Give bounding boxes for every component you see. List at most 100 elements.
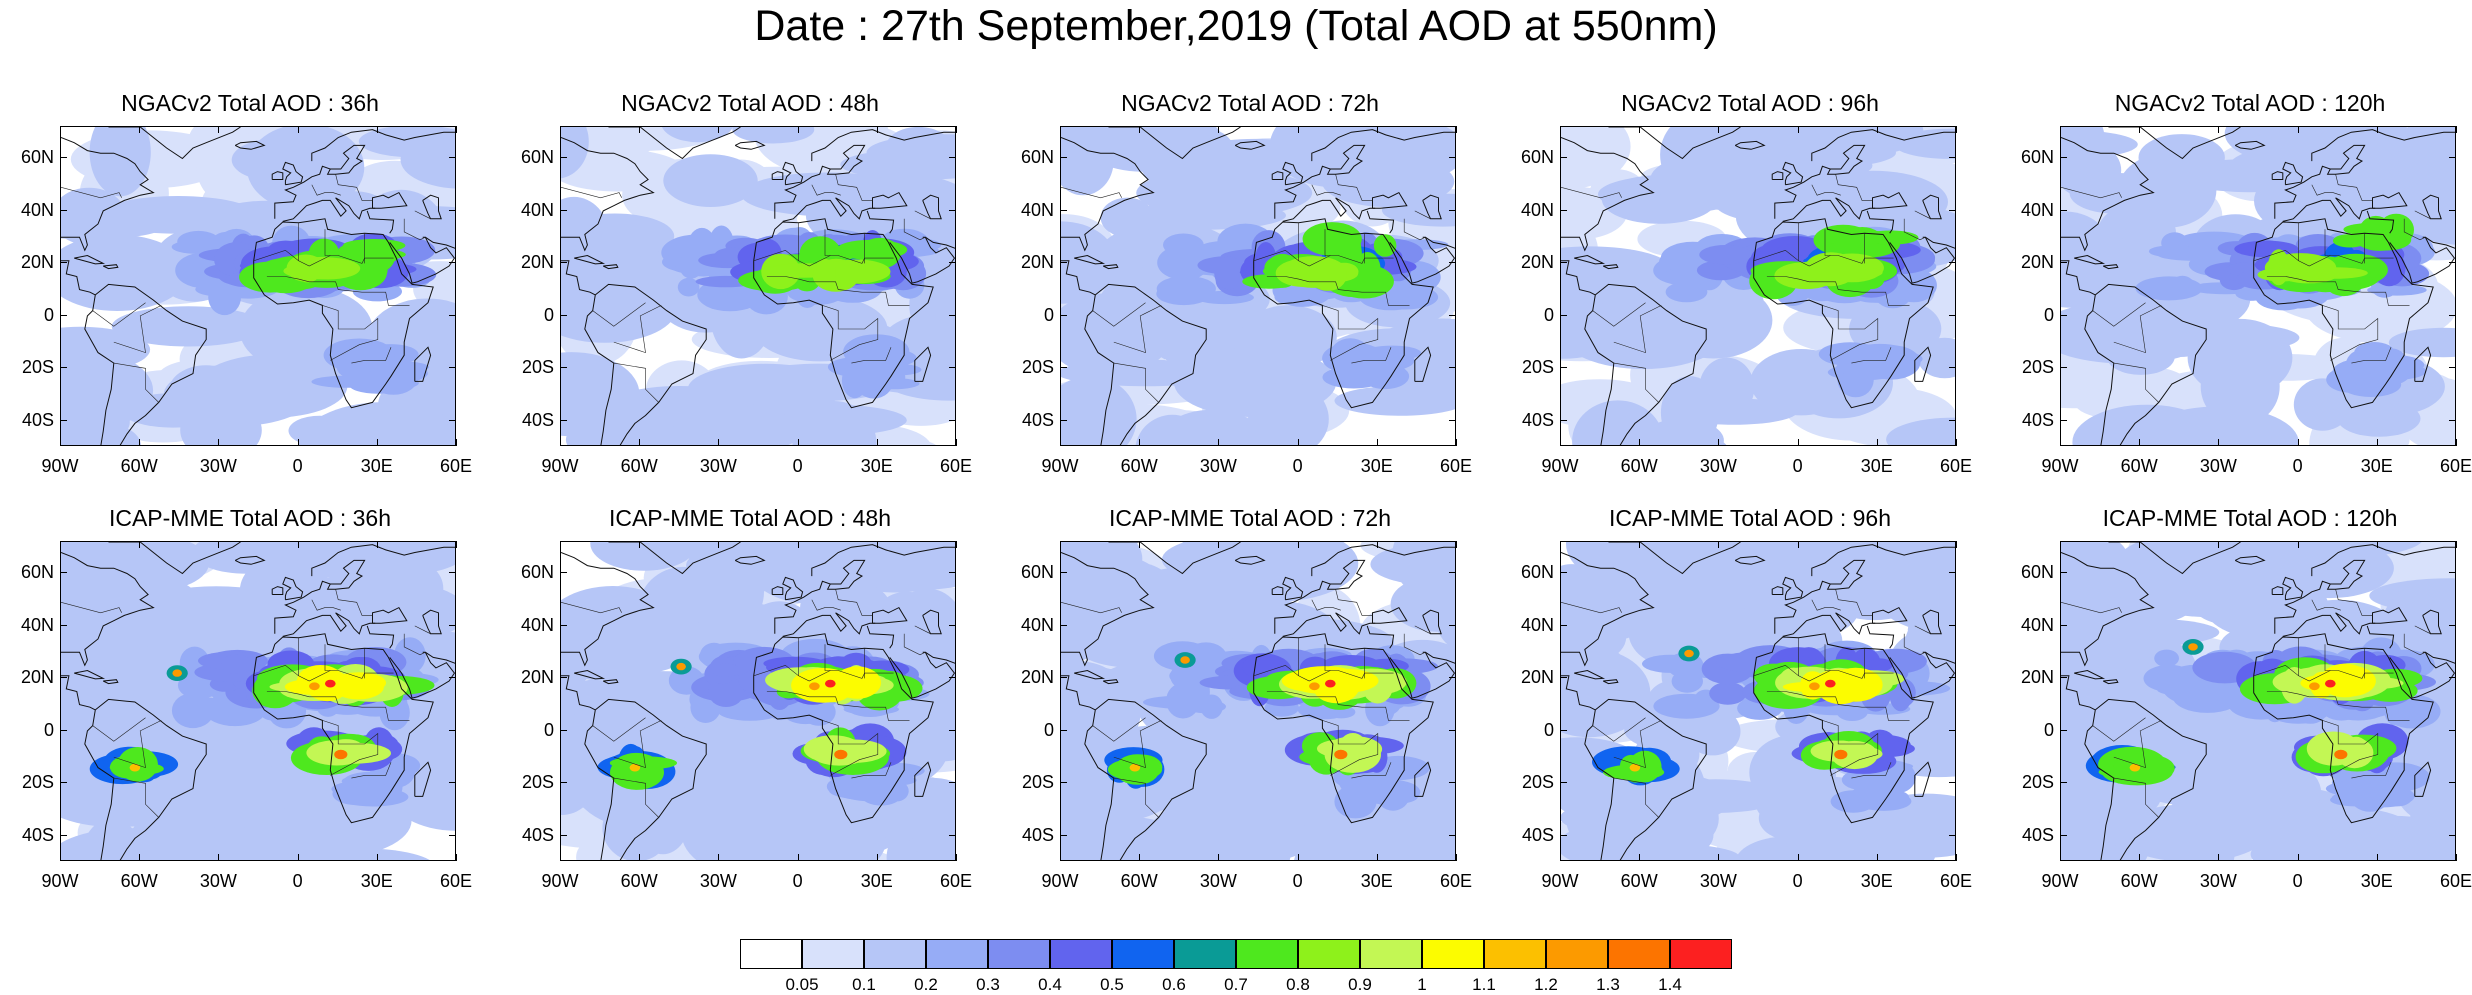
- lat-tick: [949, 157, 956, 159]
- lon-tick: [2060, 541, 2061, 548]
- lon-tick: [60, 541, 61, 548]
- lat-tick-label: 0: [43, 719, 54, 740]
- aod-contour: [787, 285, 825, 302]
- lon-tick: [60, 854, 61, 861]
- country-border: [1324, 229, 1331, 256]
- coastline: [1925, 236, 1955, 249]
- aod-contour: [2293, 698, 2327, 724]
- lat-tick-label: 60N: [1020, 562, 1054, 583]
- lon-tick-label: 30E: [860, 871, 893, 891]
- country-border: [113, 362, 159, 403]
- country-border: [403, 633, 426, 656]
- lon-tick: [1376, 541, 1378, 548]
- map-panel: ICAP-MME Total AOD : 48h 60N 40N 20N 0 20S 40S…: [500, 505, 1000, 905]
- map-panel: ICAP-MME Total AOD : 36h 60N 40N 20N 0 20S 40S…: [0, 505, 500, 905]
- aod-contour: [2332, 359, 2388, 384]
- lon-tick: [639, 126, 641, 133]
- lon-tick: [2297, 439, 2299, 446]
- lon-tick: [376, 439, 378, 446]
- coastline: [1602, 679, 1619, 685]
- lon-tick: [1560, 126, 1561, 133]
- lon-tick-label: 60E: [1439, 456, 1473, 476]
- coastline: [414, 761, 432, 797]
- aod-contour: [573, 722, 700, 751]
- lat-tick: [449, 624, 456, 626]
- lat-tick: [949, 624, 956, 626]
- lat-tick-label: 0: [43, 304, 54, 325]
- lat-tick: [949, 314, 956, 316]
- lon-tick-label: 60W: [2120, 456, 2158, 476]
- aod-contour: [711, 663, 741, 677]
- lat-tick-label: 40S: [21, 824, 54, 845]
- lon-tick: [139, 854, 141, 861]
- lon-tick: [1718, 439, 1720, 446]
- coastline: [1366, 625, 1395, 649]
- coastline: [753, 633, 934, 824]
- lon-tick: [1139, 126, 1141, 133]
- lat-tick: [2060, 729, 2067, 731]
- lat-tick-label: 20N: [1020, 667, 1054, 688]
- aod-map: [60, 126, 456, 446]
- country-border: [414, 210, 431, 220]
- lon-tick: [560, 126, 561, 133]
- lon-tick: [297, 541, 299, 548]
- lat-tick: [1949, 419, 1956, 421]
- panel-title: ICAP-MME Total AOD : 36h: [108, 505, 392, 531]
- coastline: [2366, 625, 2395, 649]
- coastline: [561, 137, 655, 252]
- lat-tick-label: 60N: [1520, 562, 1554, 583]
- coastline: [1271, 171, 1284, 180]
- lon-tick: [1639, 439, 1641, 446]
- aod-contour: [192, 542, 302, 574]
- coastline: [1074, 254, 1106, 265]
- coastline: [1234, 555, 1266, 565]
- colorbar-label: 0.5: [1100, 975, 1124, 994]
- country-border: [1822, 305, 1879, 361]
- country-border: [2403, 633, 2426, 656]
- coastline: [2102, 679, 2119, 685]
- aod-contour: [1325, 679, 1336, 688]
- aod-contour: [821, 259, 891, 284]
- country-border: [113, 305, 162, 354]
- coastline: [234, 140, 266, 150]
- lon-tick: [876, 541, 878, 548]
- coastline: [102, 679, 119, 685]
- country-border: [914, 625, 931, 635]
- lat-tick: [1560, 782, 1567, 784]
- lon-tick: [2060, 439, 2061, 446]
- lat-tick-label: 0: [543, 304, 554, 325]
- lat-tick: [1449, 729, 1456, 731]
- lat-tick: [60, 677, 67, 679]
- aod-contour: [1200, 694, 1223, 719]
- coastline: [2311, 129, 2455, 162]
- lat-tick: [560, 834, 567, 836]
- coastline: [1422, 609, 1442, 635]
- lat-tick: [449, 572, 456, 574]
- lon-tick-label: 90W: [41, 456, 79, 476]
- country-border: [414, 625, 431, 635]
- lon-tick: [2376, 126, 2378, 133]
- country-border: [324, 229, 331, 256]
- lon-tick: [1139, 439, 1141, 446]
- aod-contour: [1143, 695, 1217, 709]
- lon-tick: [2297, 126, 2299, 133]
- coastline: [84, 698, 207, 860]
- aod-contour: [1665, 281, 1708, 303]
- lon-tick: [1456, 854, 1457, 861]
- country-border: [2061, 187, 2122, 199]
- lat-tick-label: 40N: [1520, 614, 1554, 635]
- panel-title: ICAP-MME Total AOD : 96h: [1608, 505, 1892, 531]
- lon-tick: [718, 126, 720, 133]
- lon-tick: [2218, 854, 2220, 861]
- lon-tick: [1876, 854, 1878, 861]
- coastline: [1074, 669, 1106, 680]
- coastline: [1414, 761, 1432, 797]
- lon-tick: [1456, 126, 1457, 133]
- colorbar-swatch: [1112, 939, 1174, 969]
- lon-tick-label: 60E: [2439, 871, 2472, 891]
- coastline: [274, 559, 366, 634]
- aod-contour: [2148, 245, 2187, 257]
- aod-contour: [2215, 754, 2278, 787]
- aod-contour: [830, 674, 858, 699]
- aod-contour: [2061, 211, 2107, 269]
